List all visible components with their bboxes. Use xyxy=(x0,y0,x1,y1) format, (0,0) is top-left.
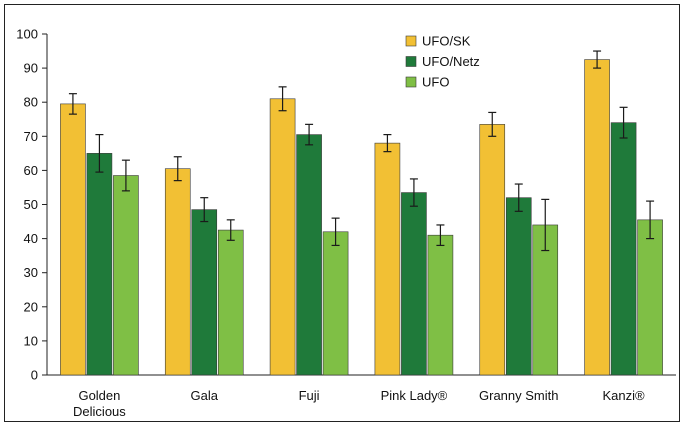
legend: UFO/SK UFO/Netz UFO xyxy=(405,34,480,90)
y-tick-label: 50 xyxy=(24,197,38,212)
axes xyxy=(42,33,676,376)
legend-swatch xyxy=(405,56,417,67)
legend-swatch xyxy=(405,76,417,88)
y-tick-label: 40 xyxy=(24,231,38,246)
bar-ufo xyxy=(532,224,559,376)
y-tick-label: 0 xyxy=(31,368,38,383)
bar-ufo-netz xyxy=(505,197,532,376)
x-category-label: Fuji xyxy=(299,388,320,403)
bar-ufo-sk xyxy=(584,59,610,376)
y-tick-label: 60 xyxy=(24,163,38,178)
bar-ufo xyxy=(637,219,663,376)
bar-ufo-netz xyxy=(610,122,637,376)
y-axis-labels: 0 10 20 30 40 50 60 70 80 90 100 xyxy=(16,27,38,383)
bar-ufo-sk xyxy=(164,168,191,376)
y-tick-label: 70 xyxy=(24,129,38,144)
bar-ufo-sk xyxy=(269,98,296,376)
legend-label: UFO/SK xyxy=(422,34,471,49)
bar-ufo-netz xyxy=(86,153,113,376)
x-axis-labels: Golden Delicious Gala Fuji Pink Lady® Granny … xyxy=(73,388,645,419)
y-tick-label: 90 xyxy=(24,61,38,76)
x-category-label: Golden Delicious xyxy=(73,388,126,419)
error-bars xyxy=(68,50,655,252)
bar-ufo-netz xyxy=(191,209,218,376)
bar-ufo xyxy=(113,175,139,376)
x-category-label: Pink Lady® xyxy=(381,388,448,403)
bar-ufo-sk xyxy=(60,103,86,376)
bar-ufo-netz xyxy=(401,192,427,376)
bar-ufo xyxy=(217,229,244,376)
bar-ufo-netz xyxy=(296,134,322,376)
y-tick-label: 30 xyxy=(24,265,38,280)
legend-label: UFO xyxy=(422,75,449,90)
x-category-label: Granny Smith xyxy=(479,388,558,403)
x-category-label: Kanzi® xyxy=(603,388,646,403)
bars xyxy=(60,59,663,376)
y-tick-label: 10 xyxy=(24,333,38,348)
x-category-label: Gala xyxy=(191,388,219,403)
legend-swatch xyxy=(405,35,417,47)
y-tick-label: 20 xyxy=(24,299,38,314)
legend-label: UFO/Netz xyxy=(422,54,480,69)
bar-ufo xyxy=(322,231,349,376)
y-tick-label: 80 xyxy=(24,95,38,110)
bar-ufo-sk xyxy=(374,142,401,376)
y-tick-label: 100 xyxy=(16,27,38,42)
bar-ufo-sk xyxy=(479,124,506,376)
bar-ufo xyxy=(427,234,454,376)
